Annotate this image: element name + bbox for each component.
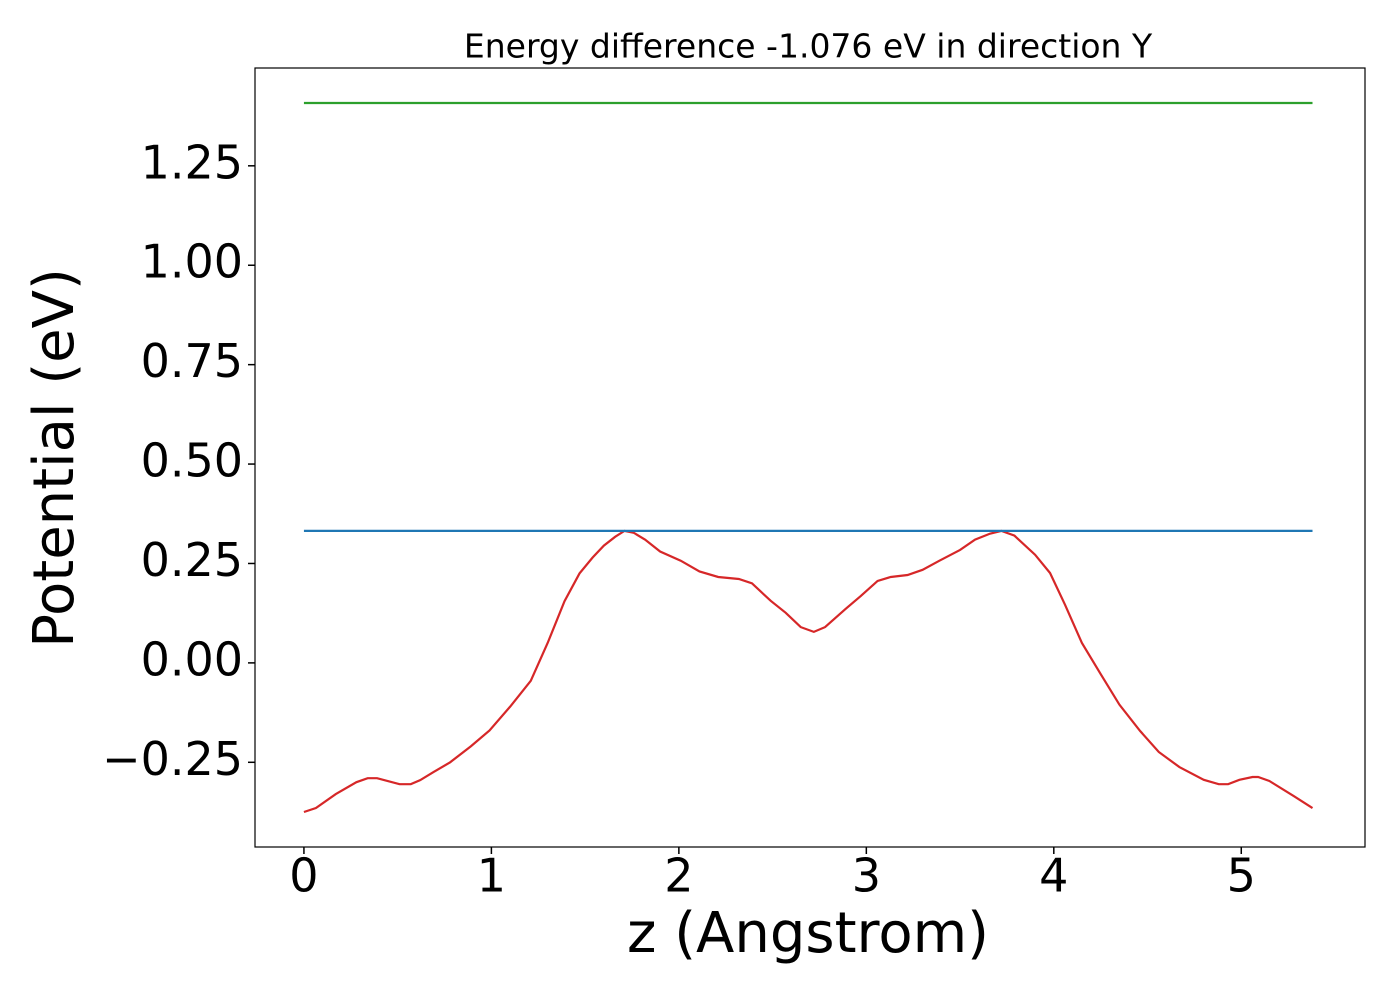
data-line bbox=[303, 529, 1314, 814]
x-tick-label: 0 bbox=[289, 849, 318, 903]
y-tick-label: 0.25 bbox=[141, 533, 243, 587]
x-axis-label: z (Angstrom) bbox=[627, 901, 989, 966]
chart-title: Energy difference -1.076 eV in direction… bbox=[464, 27, 1153, 66]
x-tick-label: 1 bbox=[477, 849, 506, 903]
x-tick-label: 3 bbox=[852, 849, 881, 903]
y-tick-label: 1.25 bbox=[141, 135, 243, 189]
y-tick-label: 0.00 bbox=[141, 632, 243, 686]
x-tick-label: 4 bbox=[1039, 849, 1068, 903]
y-tick-label: −0.25 bbox=[102, 732, 243, 786]
y-tick-label: 1.00 bbox=[141, 235, 243, 289]
x-tick-label: 2 bbox=[664, 849, 693, 903]
y-tick-label: 0.50 bbox=[141, 434, 243, 488]
x-tick-label: 5 bbox=[1227, 849, 1256, 903]
y-tick-label: 0.75 bbox=[141, 334, 243, 388]
plot-frame bbox=[254, 67, 1366, 848]
y-axis-label: Potential (eV) bbox=[22, 268, 87, 648]
